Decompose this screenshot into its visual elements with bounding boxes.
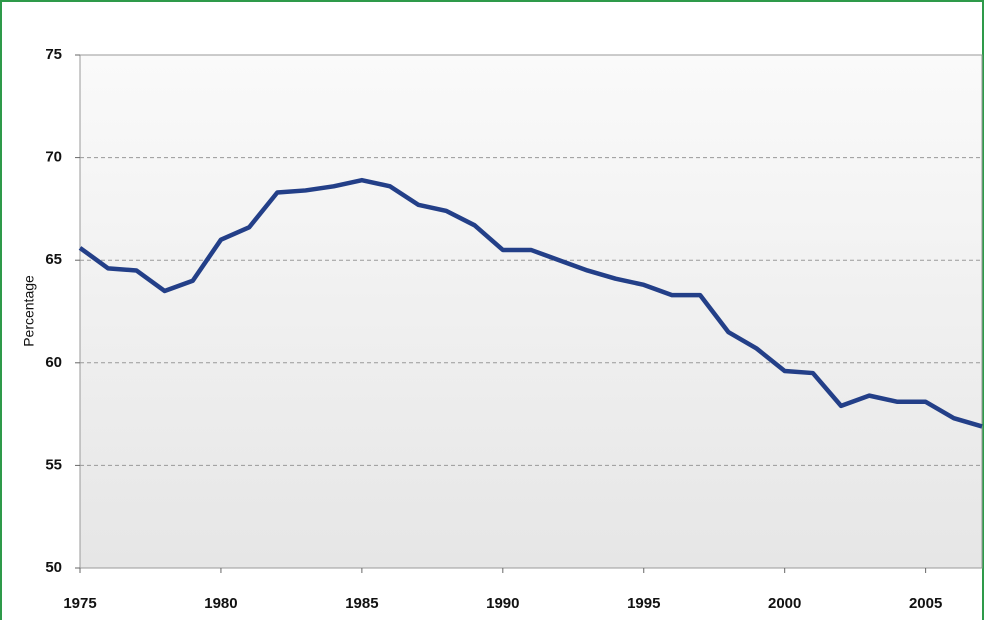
y-axis-label: Percentage [21,275,37,347]
x-tick-label: 2005 [909,595,942,612]
x-tick-label: 1980 [204,595,237,612]
y-tick-label: 55 [45,456,62,473]
x-tick-label: 1975 [63,595,96,612]
y-tick-label: 70 [45,149,62,166]
y-tick-label: 65 [45,251,62,268]
y-tick-label: 60 [45,354,62,371]
x-tick-label: 2000 [768,595,801,612]
x-tick-label: 1990 [486,595,519,612]
x-tick-label: 1985 [345,595,378,612]
y-tick-label: 75 [45,46,62,63]
y-tick-label: 50 [45,559,62,576]
plot-area [79,54,983,569]
data-line [78,177,983,429]
x-tick-label: 1995 [627,595,660,612]
